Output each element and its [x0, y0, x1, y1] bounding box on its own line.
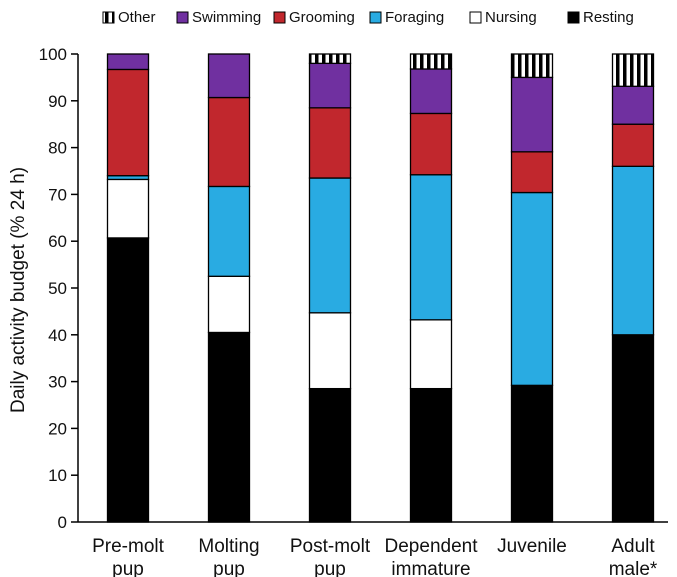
- bar-segment-resting: [106, 237, 150, 523]
- axes: 0 10 20 30 40 50 60 70 80 90 100: [39, 45, 668, 532]
- bar-segment-grooming: [207, 96, 251, 188]
- bar-segment-foraging: [510, 191, 554, 386]
- legend-label-other: Other: [118, 9, 156, 26]
- bar-segment-other: [611, 53, 655, 87]
- y-tick-label: 20: [48, 419, 67, 438]
- bar-segment-nursing: [207, 275, 251, 334]
- y-tick-label: 0: [58, 513, 67, 532]
- y-tick-label: 100: [39, 45, 67, 64]
- bar-segment-swimming: [106, 53, 150, 71]
- bar-segment-nursing: [106, 178, 150, 239]
- bar-segment-other: [510, 53, 554, 79]
- y-tick-label: 60: [48, 232, 67, 251]
- bar-segment-other: [308, 53, 352, 65]
- x-tick-label-line2: pup: [112, 559, 144, 577]
- bar-segment-other: [409, 53, 453, 70]
- x-tick-label: Adult: [611, 536, 655, 557]
- y-tick-label: 40: [48, 326, 67, 345]
- x-tick-label: Molting: [198, 536, 259, 557]
- x-tick-label: Pre-molt: [92, 536, 165, 557]
- bar-segment-grooming: [510, 151, 554, 194]
- bar-segment-nursing: [308, 312, 352, 390]
- legend-label-foraging: Foraging: [385, 9, 444, 26]
- x-tick-label-line2: pup: [213, 559, 245, 577]
- y-tick-label: 70: [48, 185, 67, 204]
- legend-swatch-resting: [567, 11, 580, 24]
- bar-segment-swimming: [510, 76, 554, 153]
- bar-segment-foraging: [207, 185, 251, 277]
- bars: Pre-molt pup Molting pup Post-molt pup Depende…: [92, 53, 658, 577]
- y-tick-label: 50: [48, 279, 67, 298]
- legend-swatch-other: [102, 11, 115, 24]
- legend-label-swimming: Swimming: [192, 9, 261, 26]
- y-tick-label: 30: [48, 373, 67, 392]
- bar-segment-swimming: [611, 85, 655, 125]
- bar-segment-resting: [308, 387, 352, 523]
- bar-segment-swimming: [308, 62, 352, 109]
- bar-segment-resting: [510, 384, 554, 523]
- legend-label-nursing: Nursing: [485, 9, 537, 26]
- legend-label-grooming: Grooming: [289, 9, 355, 26]
- bar-segment-nursing: [409, 319, 453, 390]
- legend-swatch-nursing: [469, 11, 482, 24]
- bar-segment-grooming: [308, 107, 352, 179]
- legend: Other Swimming Grooming Foraging Nursing Rest…: [102, 9, 634, 26]
- bar-segment-resting: [207, 331, 251, 523]
- legend-swatch-swimming: [176, 11, 189, 24]
- bar-segment-foraging: [409, 174, 453, 321]
- bar-segment-grooming: [611, 123, 655, 167]
- x-tick-label: Post-molt: [290, 536, 371, 557]
- y-tick-label: 10: [48, 466, 67, 485]
- x-tick-label-line2: immature: [391, 559, 470, 577]
- bar-segment-grooming: [106, 68, 150, 177]
- y-axis-title: Daily activity budget (% 24 h): [8, 167, 29, 413]
- legend-label-resting: Resting: [583, 9, 634, 26]
- legend-swatch-foraging: [369, 11, 382, 24]
- x-tick-label: Juvenile: [497, 536, 567, 557]
- bar-segment-resting: [611, 334, 655, 523]
- bar-segment-swimming: [207, 53, 251, 99]
- bar-segment-foraging: [611, 165, 655, 336]
- x-tick-label: Dependent: [385, 536, 479, 557]
- bar-segment-swimming: [409, 68, 453, 115]
- bar-segment-resting: [409, 387, 453, 523]
- bar-segment-grooming: [409, 112, 453, 176]
- legend-swatch-grooming: [273, 11, 286, 24]
- x-tick-label-line2: pup: [314, 559, 346, 577]
- x-tick-label-line2: male*: [609, 559, 658, 577]
- bar-segment-foraging: [308, 177, 352, 314]
- y-tick-label: 80: [48, 139, 67, 158]
- y-tick-label: 90: [48, 92, 67, 111]
